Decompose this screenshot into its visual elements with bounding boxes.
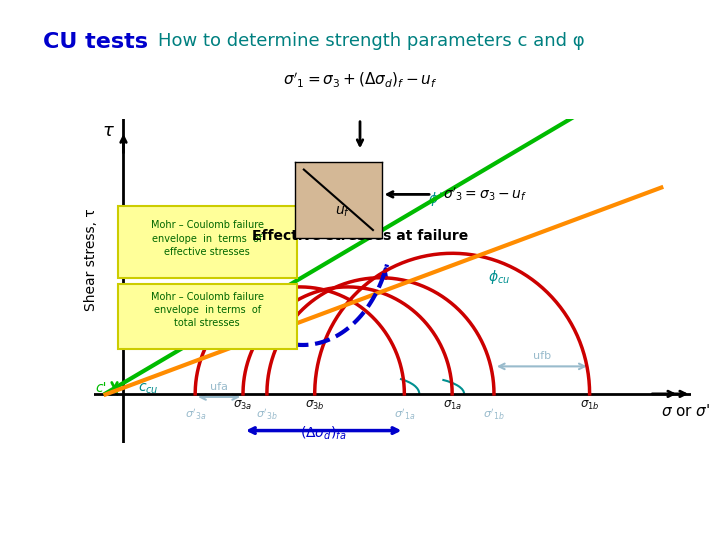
Text: $\sigma_{3b}$: $\sigma_{3b}$ — [305, 399, 325, 412]
Text: Effective stresses at failure: Effective stresses at failure — [252, 230, 468, 244]
Text: Mohr – Coulomb failure
envelope  in  terms  of
effective stresses: Mohr – Coulomb failure envelope in terms… — [150, 220, 264, 257]
Text: $\sigma$ or $\sigma$': $\sigma$ or $\sigma$' — [660, 403, 710, 419]
Text: $\sigma'_3 = \sigma_3 - u_f$: $\sigma'_3 = \sigma_3 - u_f$ — [443, 186, 527, 203]
Text: ufb: ufb — [533, 351, 551, 361]
Text: $\sigma'_1 = \sigma_3 + (\Delta\sigma_d)_f - u_f$: $\sigma'_1 = \sigma_3 + (\Delta\sigma_d)… — [283, 70, 437, 89]
Text: $\sigma'_{1a}$: $\sigma'_{1a}$ — [394, 408, 415, 422]
Text: $u_f$: $u_f$ — [335, 205, 351, 219]
Text: $\sigma'_{1b}$: $\sigma'_{1b}$ — [483, 408, 505, 422]
Text: $\sigma_{1b}$: $\sigma_{1b}$ — [580, 399, 599, 412]
Text: c': c' — [95, 381, 107, 395]
Text: $(\Delta\sigma_d)_{fa}$: $(\Delta\sigma_d)_{fa}$ — [300, 425, 347, 442]
Text: $\sigma_{3a}$: $\sigma_{3a}$ — [233, 399, 253, 412]
Text: How to determine strength parameters c and φ: How to determine strength parameters c a… — [158, 32, 585, 50]
Text: Shear stress, τ: Shear stress, τ — [84, 208, 98, 310]
Text: Mohr – Coulomb failure
envelope  in terms  of
total stresses: Mohr – Coulomb failure envelope in terms… — [150, 292, 264, 328]
Text: $\sigma_{1a}$: $\sigma_{1a}$ — [443, 399, 462, 412]
Text: $\phi_{cu}$: $\phi_{cu}$ — [488, 268, 510, 286]
Text: $\tau$: $\tau$ — [102, 122, 114, 140]
Text: CU tests: CU tests — [43, 32, 148, 52]
Text: ufa: ufa — [210, 382, 228, 392]
FancyBboxPatch shape — [117, 284, 297, 349]
FancyBboxPatch shape — [117, 206, 297, 278]
Text: $\sigma'_{3a}$: $\sigma'_{3a}$ — [184, 408, 206, 422]
Text: $c_{cu}$: $c_{cu}$ — [138, 382, 159, 396]
Text: $\sigma'_{3b}$: $\sigma'_{3b}$ — [256, 408, 278, 422]
Text: $\phi'$: $\phi'$ — [428, 191, 443, 210]
